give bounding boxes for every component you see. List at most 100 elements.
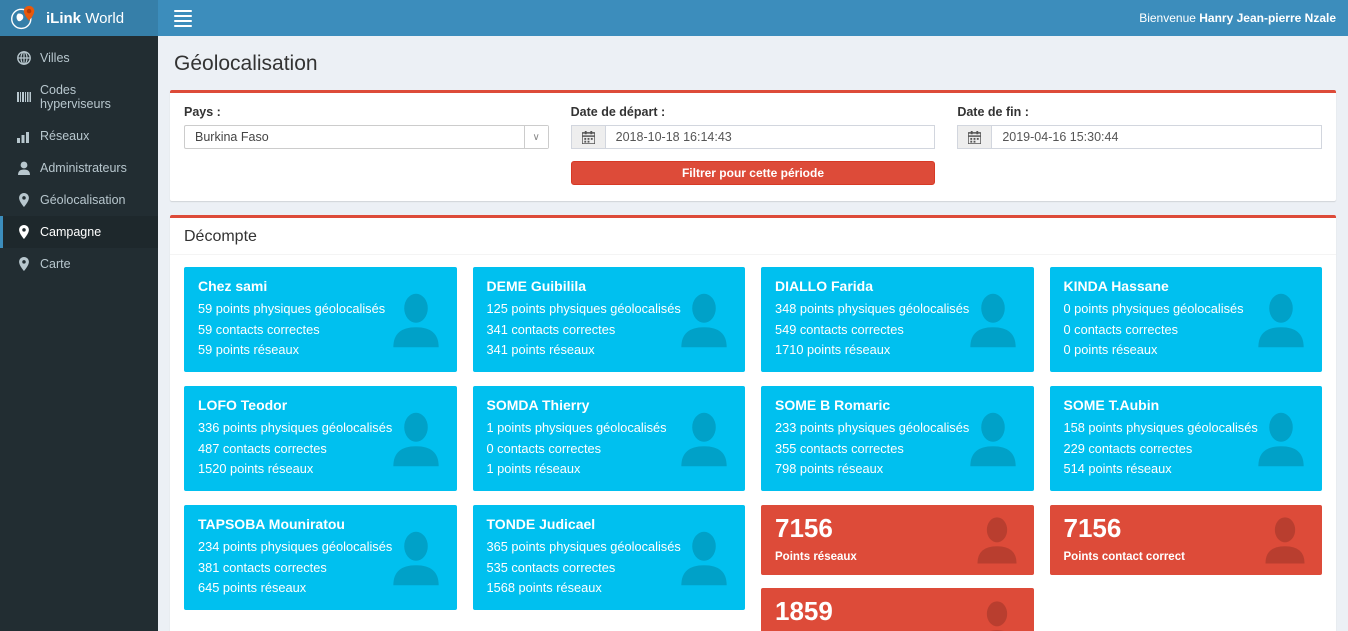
chevron-down-icon: ∨ (523, 126, 548, 148)
app-logo-icon (11, 5, 35, 30)
sidebar-item-label: Réseaux (40, 129, 90, 143)
sidebar-item-campagne[interactable]: Campagne (0, 216, 158, 248)
person-icon (681, 293, 727, 347)
agent-stat: 59 points réseaux (198, 342, 300, 357)
agent-stat: 59 points physiques géolocalisés (198, 301, 386, 316)
agent-card: Chez sami 59 points physiques géolocalis… (184, 267, 457, 372)
decompte-panel: Décompte Chez sami 59 points physiques g… (170, 215, 1336, 631)
person-icon (976, 517, 1017, 564)
agent-stat: 341 points réseaux (486, 342, 595, 357)
date-end-label: Date de fin : (957, 105, 1029, 119)
agent-name: TONDE Judicael (486, 516, 596, 532)
agent-stat: 336 points physiques géolocalisés (198, 420, 393, 435)
signal-bars-icon (17, 132, 29, 143)
brand-header[interactable]: iLink World (0, 0, 158, 36)
agent-card: SOME T.Aubin 158 points physiques géoloc… (1049, 386, 1322, 491)
person-icon (976, 601, 1017, 631)
user-name: Hanry Jean-pierre Nzale (1199, 11, 1336, 25)
agent-stat: 549 contacts correctes (775, 321, 904, 337)
agent-stat: 234 points physiques géolocalisés (198, 539, 393, 554)
person-icon (1258, 293, 1304, 347)
country-label: Pays : (184, 105, 221, 119)
date-start-input[interactable] (604, 125, 936, 149)
filter-panel: Pays : Burkina Faso ∨ Date de départ : (170, 90, 1336, 201)
page-title: Géolocalisation (174, 52, 318, 75)
total-value: 7156 (775, 513, 833, 543)
sidebar-item-geolocalisation[interactable]: Géolocalisation (0, 184, 158, 216)
date-end-field-group: Date de fin : (957, 105, 1322, 185)
agent-stat: 0 contacts correctes (1063, 321, 1179, 337)
person-icon (681, 412, 727, 466)
agent-stat: 487 contacts correctes (198, 440, 327, 456)
agent-stat: 0 contacts correctes (486, 440, 602, 456)
sidebar-toggle-button[interactable] (170, 5, 196, 31)
total-label: Points contact correct (1063, 551, 1185, 563)
agent-name: LOFO Teodor (198, 397, 288, 413)
person-icon (1265, 517, 1305, 564)
sidebar-item-carte[interactable]: Carte (0, 248, 158, 280)
top-navbar: Bienvenue Hanry Jean-pierre Nzale (158, 0, 1348, 36)
sidebar: iLink World Villes Codes hyperviseurs Ré… (0, 0, 158, 631)
date-start-label: Date de départ : (570, 105, 666, 119)
map-marker-icon (19, 225, 29, 239)
agent-stat: 535 contacts correctes (486, 559, 616, 575)
person-icon (1258, 412, 1304, 466)
person-icon (392, 293, 439, 347)
sidebar-menu: Villes Codes hyperviseurs Réseaux Admini… (0, 36, 158, 280)
agent-stat: 1520 points réseaux (198, 461, 314, 476)
total-label: Points réseaux (775, 551, 857, 563)
agent-card: KINDA Hassane 0 points physiques géoloca… (1049, 267, 1322, 372)
total-value: 7156 (1063, 513, 1122, 543)
sidebar-item-label: Villes (40, 51, 70, 65)
person-icon (969, 293, 1016, 347)
person-icon (681, 531, 727, 585)
country-select[interactable]: Burkina Faso ∨ (184, 125, 549, 149)
total-card-points-reseaux: 7156 Points réseaux (761, 505, 1034, 575)
agent-stat: 158 points physiques géolocalisés (1063, 420, 1258, 435)
total-value: 1859 (775, 596, 833, 626)
agent-stat: 1568 points réseaux (486, 580, 602, 595)
agent-card: SOME B Romaric 233 points physiques géol… (761, 386, 1034, 491)
sidebar-item-label: Campagne (40, 225, 102, 239)
welcome-message: Bienvenue Hanry Jean-pierre Nzale (1139, 11, 1336, 25)
sidebar-item-administrateurs[interactable]: Administrateurs (0, 152, 158, 184)
agent-stat: 341 contacts correctes (486, 321, 616, 337)
person-icon (969, 412, 1016, 466)
decompte-title: Décompte (184, 228, 257, 245)
agent-name: DIALLO Farida (775, 278, 874, 294)
total-card-points-physiques: 1859 Points physiques géolocalisés (761, 588, 1034, 631)
calendar-icon (570, 125, 605, 149)
agent-stat: 381 contacts correctes (198, 559, 327, 575)
agent-stat: 1 points physiques géolocalisés (486, 420, 667, 435)
date-end-input[interactable] (991, 125, 1322, 149)
date-start-field-group: Date de départ : Filtrer pour cette péri… (570, 105, 936, 185)
sidebar-item-label: Codes hyperviseurs (40, 83, 111, 111)
sidebar-item-label: Géolocalisation (40, 193, 126, 207)
agent-name: SOMDA Thierry (486, 397, 590, 413)
country-select-value: Burkina Faso (195, 130, 269, 144)
barcode-icon (17, 92, 31, 102)
agent-stat: 0 points physiques géolocalisés (1063, 301, 1244, 316)
person-icon (392, 531, 439, 585)
agent-stat: 0 points réseaux (1063, 342, 1158, 357)
user-icon (18, 161, 30, 175)
sidebar-item-villes[interactable]: Villes (0, 42, 158, 74)
agent-card: TONDE Judicael 365 points physiques géol… (472, 505, 745, 610)
totals-stack: 7156 Points réseaux 1859 Points physique… (761, 505, 1034, 631)
agent-name: SOME T.Aubin (1063, 397, 1160, 413)
agent-name: Chez sami (198, 278, 268, 294)
content-area: Géolocalisation Pays : Burkina Faso ∨ (158, 36, 1348, 631)
filter-period-button[interactable]: Filtrer pour cette période (570, 161, 936, 185)
agent-name: KINDA Hassane (1063, 278, 1169, 294)
sidebar-item-reseaux[interactable]: Réseaux (0, 120, 158, 152)
agent-stat: 233 points physiques géolocalisés (775, 420, 970, 435)
country-field-group: Pays : Burkina Faso ∨ (184, 105, 549, 185)
agent-stat: 229 contacts correctes (1063, 440, 1193, 456)
total-card-points-contact: 7156 Points contact correct (1049, 505, 1322, 575)
agent-card: SOMDA Thierry 1 points physiques géoloca… (472, 386, 745, 491)
sidebar-item-codes-hyperviseurs[interactable]: Codes hyperviseurs (0, 74, 158, 120)
map-marker-icon (19, 193, 29, 207)
agent-card: DIALLO Farida 348 points physiques géolo… (761, 267, 1034, 372)
agent-stat: 798 points réseaux (775, 461, 884, 476)
agent-stat: 645 points réseaux (198, 580, 307, 595)
